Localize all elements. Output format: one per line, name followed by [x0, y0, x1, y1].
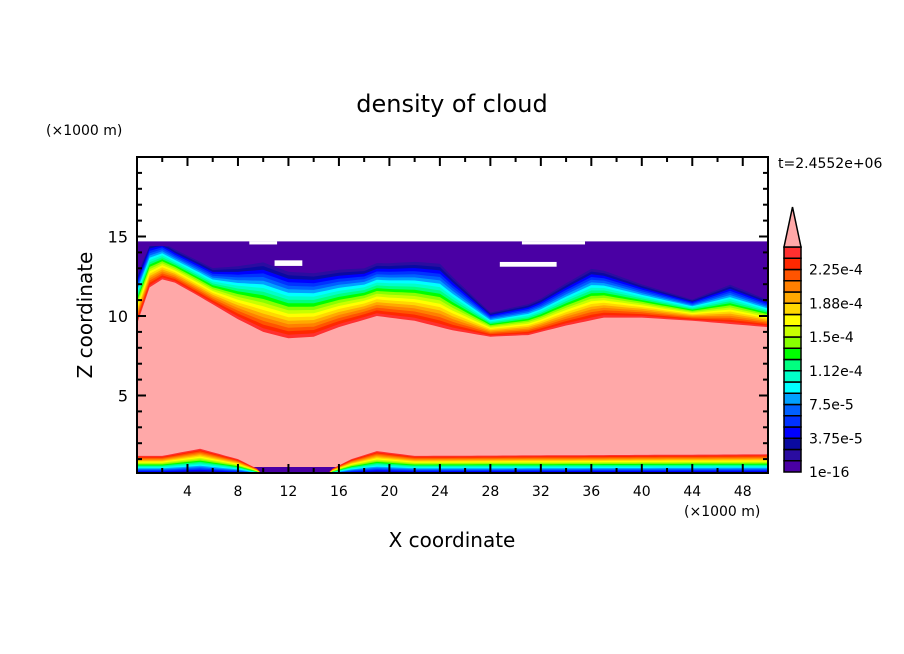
x-tick-label: 20 — [380, 484, 398, 500]
colorbar: 1e-16 3.75e-5 7.5e-5 1.12e-4 1.5e-4 1.88e-4 2.… — [783, 206, 863, 481]
time-label: t=2.4552e+06 — [778, 156, 882, 172]
x-unit-label: (×1000 m) — [684, 504, 760, 520]
x-tick-label: 40 — [633, 484, 651, 500]
x-tick-label: 32 — [532, 484, 550, 500]
y-unit-label: (×1000 m) — [46, 123, 122, 139]
colorbar-swatch — [783, 437, 802, 451]
x-tick-label: 8 — [233, 484, 242, 500]
colorbar-swatch — [783, 370, 802, 383]
colorbar-tick-label: 7.5e-5 — [809, 398, 854, 414]
x-axis-label: X coordinate — [389, 528, 516, 552]
clear-air-gap — [521, 241, 586, 245]
colorbar-swatch — [783, 392, 802, 406]
colorbar-tick-label: 1e-16 — [809, 465, 849, 481]
colorbar-swatch — [783, 426, 802, 439]
clear-air-region — [137, 157, 768, 242]
y-tick-label: 15 — [108, 228, 128, 247]
colorbar-swatch — [783, 460, 802, 473]
ground-band-0 — [137, 474, 768, 491]
colorbar-tick-label: 1.12e-4 — [809, 364, 863, 380]
colorbar-swatch — [783, 313, 802, 327]
colorbar-tick-label: 2.25e-4 — [809, 263, 863, 279]
colorbar-swatch — [783, 415, 802, 428]
clear-air-gap — [274, 260, 303, 266]
colorbar-swatch — [783, 246, 802, 259]
clear-air-gap — [499, 261, 557, 267]
y-tick-label: 5 — [118, 387, 128, 406]
x-tick-label: 48 — [734, 484, 752, 500]
x-tick-label: 44 — [683, 484, 701, 500]
colorbar-swatch — [783, 448, 802, 462]
colorbar-swatch — [783, 381, 802, 394]
x-tick-label: 4 — [183, 484, 192, 500]
clear-air-gap — [249, 241, 278, 245]
x-tick-label: 28 — [481, 484, 499, 500]
colorbar-swatch — [783, 302, 802, 316]
contour-field — [137, 157, 768, 491]
x-tick-label: 12 — [280, 484, 298, 500]
colorbar-extend-arrow — [783, 206, 802, 248]
ground-band-2 — [137, 471, 768, 473]
colorbar-swatch — [783, 403, 802, 417]
colorbar-tick-label: 1.88e-4 — [809, 296, 863, 312]
colorbar-swatch — [783, 257, 802, 271]
colorbar-swatch — [783, 280, 802, 293]
colorbar-swatch — [783, 347, 802, 361]
colorbar-tick-label: 1.5e-4 — [809, 330, 854, 346]
x-tick-label: 36 — [582, 484, 600, 500]
ground-band-1 — [168, 472, 768, 473]
y-axis-label: Z coordinate — [73, 252, 97, 379]
colorbar-swatch — [783, 268, 802, 282]
colorbar-swatch — [783, 325, 802, 338]
colorbar-swatch — [783, 291, 802, 304]
colorbar-swatch — [783, 336, 802, 349]
x-tick-label: 16 — [330, 484, 348, 500]
colorbar-swatch — [783, 358, 802, 372]
y-tick-label: 10 — [108, 307, 128, 326]
contour-core-region — [137, 279, 768, 468]
x-tick-label: 24 — [431, 484, 449, 500]
chart-title: density of cloud — [356, 90, 547, 118]
colorbar-tick-label: 3.75e-5 — [809, 431, 863, 447]
